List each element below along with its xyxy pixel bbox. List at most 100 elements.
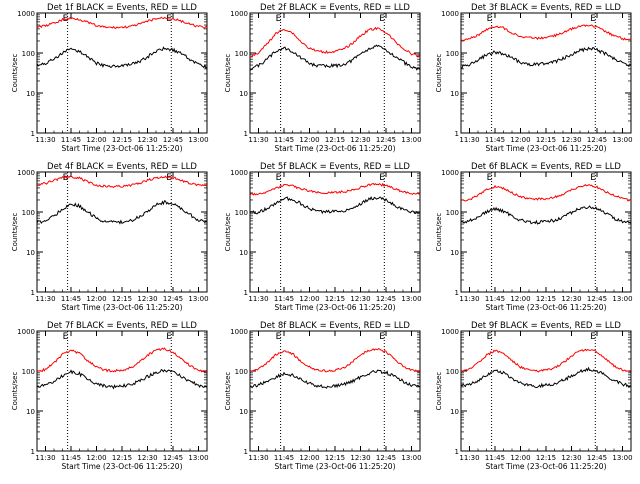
y-tick-label: 100 xyxy=(235,209,248,217)
y-axis-label: Counts/sec xyxy=(224,54,232,93)
y-tick-label: 1 xyxy=(244,448,248,456)
chart-panel-8: Det 8f BLACK = Events, RED = LLD 1 10 100 10… xyxy=(224,321,422,471)
series-events-line xyxy=(36,46,208,70)
series-events-line xyxy=(460,366,632,389)
series-events-line xyxy=(460,46,632,69)
y-axis-label: Counts/sec xyxy=(435,54,443,93)
x-tick-label: 13:00 xyxy=(401,295,421,303)
series-lld-line xyxy=(36,16,208,30)
y-tick-label: 100 xyxy=(235,50,248,58)
x-tick-label: 12:45 xyxy=(163,454,183,462)
x-tick-label: 12:00 xyxy=(86,454,106,462)
y-axis-label: Counts/sec xyxy=(435,213,443,252)
plot-frame xyxy=(36,12,208,134)
plot-frame xyxy=(460,171,632,293)
y-tick-label: 1 xyxy=(31,130,35,138)
x-tick-label: 12:30 xyxy=(561,454,581,462)
x-tick-label: 11:45 xyxy=(61,295,81,303)
plot-frame xyxy=(249,12,421,134)
x-tick-label: 12:15 xyxy=(325,136,345,144)
x-tick-label: 12:30 xyxy=(137,454,157,462)
event-marker-label: E xyxy=(590,14,596,24)
x-tick-label: 12:15 xyxy=(536,454,556,462)
x-tick-label: 12:00 xyxy=(510,295,530,303)
x-tick-label: 11:45 xyxy=(485,454,505,462)
plot-frame xyxy=(249,171,421,293)
x-tick-label: 13:00 xyxy=(612,454,632,462)
chart-title: Det 3f BLACK = Events, RED = LLD xyxy=(471,3,621,13)
event-marker-label: E xyxy=(166,332,172,342)
x-tick-label: 12:45 xyxy=(163,136,183,144)
x-tick-label: 12:30 xyxy=(350,295,370,303)
y-tick-label: 100 xyxy=(22,368,35,376)
y-tick-label: 10 xyxy=(26,249,35,257)
event-marker-label: E xyxy=(590,173,596,183)
y-tick-label: 10 xyxy=(450,408,459,416)
event-marker-label: E xyxy=(379,14,385,24)
x-tick-label: 11:30 xyxy=(459,136,479,144)
y-tick-label: 1000 xyxy=(17,10,35,18)
y-tick-label: 10 xyxy=(239,408,248,416)
series-lld-line xyxy=(249,348,421,373)
series-events-line xyxy=(249,195,421,215)
y-tick-label: 100 xyxy=(22,50,35,58)
y-tick-label: 1 xyxy=(455,130,459,138)
series-events-line xyxy=(249,369,421,389)
x-tick-label: 12:45 xyxy=(376,136,396,144)
x-tick-label: 11:30 xyxy=(35,136,55,144)
chart-title: Det 5f BLACK = Events, RED = LLD xyxy=(260,162,410,172)
x-tick-label: 11:45 xyxy=(274,136,294,144)
x-tick-label: 12:30 xyxy=(350,454,370,462)
x-tick-label: 12:45 xyxy=(587,136,607,144)
x-tick-label: 12:30 xyxy=(137,136,157,144)
event-marker-label: E xyxy=(276,14,282,24)
plot-frame xyxy=(36,330,208,452)
x-tick-label: 12:45 xyxy=(376,454,396,462)
y-tick-label: 1 xyxy=(244,289,248,297)
y-tick-label: 1000 xyxy=(17,328,35,336)
y-tick-label: 10 xyxy=(450,249,459,257)
y-tick-label: 1000 xyxy=(441,328,459,336)
x-axis-label: Start Time (23-Oct-06 11:25:20) xyxy=(485,462,606,471)
x-tick-label: 11:30 xyxy=(35,295,55,303)
x-tick-label: 13:00 xyxy=(188,454,208,462)
x-tick-label: 13:00 xyxy=(188,295,208,303)
x-tick-label: 12:00 xyxy=(299,136,319,144)
y-tick-label: 1000 xyxy=(441,10,459,18)
x-tick-label: 12:00 xyxy=(86,136,106,144)
x-tick-label: 13:00 xyxy=(612,295,632,303)
chart-title: Det 6f BLACK = Events, RED = LLD xyxy=(471,162,621,172)
x-tick-label: 13:00 xyxy=(401,136,421,144)
event-marker-label: E xyxy=(63,14,69,24)
chart-title: Det 8f BLACK = Events, RED = LLD xyxy=(260,321,410,331)
y-tick-label: 1 xyxy=(455,448,459,456)
chart-title: Det 9f BLACK = Events, RED = LLD xyxy=(471,321,621,331)
chart-panel-4: Det 4f BLACK = Events, RED = LLD 1 10 100 10… xyxy=(11,162,209,312)
event-marker-label: E xyxy=(487,173,493,183)
x-tick-label: 13:00 xyxy=(401,454,421,462)
y-axis-label: Counts/sec xyxy=(11,372,19,411)
x-tick-label: 13:00 xyxy=(188,136,208,144)
x-tick-label: 12:00 xyxy=(510,454,530,462)
event-marker-label: E xyxy=(63,173,69,183)
y-axis-label: Counts/sec xyxy=(11,54,19,93)
series-lld-line xyxy=(460,348,632,373)
series-lld-line xyxy=(36,347,208,373)
series-events-line xyxy=(36,200,208,225)
x-axis-label: Start Time (23-Oct-06 11:25:20) xyxy=(61,303,182,312)
chart-panel-6: Det 6f BLACK = Events, RED = LLD 1 10 100 10… xyxy=(435,162,633,312)
series-lld-line xyxy=(460,24,632,42)
x-tick-label: 11:30 xyxy=(248,136,268,144)
x-tick-label: 11:45 xyxy=(61,454,81,462)
series-events-line xyxy=(460,205,632,225)
series-events-line xyxy=(36,368,208,390)
x-axis-label: Start Time (23-Oct-06 11:25:20) xyxy=(485,144,606,153)
x-tick-label: 12:30 xyxy=(137,295,157,303)
x-tick-label: 12:00 xyxy=(299,295,319,303)
y-tick-label: 1000 xyxy=(17,169,35,177)
chart-title: Det 2f BLACK = Events, RED = LLD xyxy=(260,3,410,13)
chart-title: Det 4f BLACK = Events, RED = LLD xyxy=(47,162,197,172)
x-axis-label: Start Time (23-Oct-06 11:25:20) xyxy=(485,303,606,312)
